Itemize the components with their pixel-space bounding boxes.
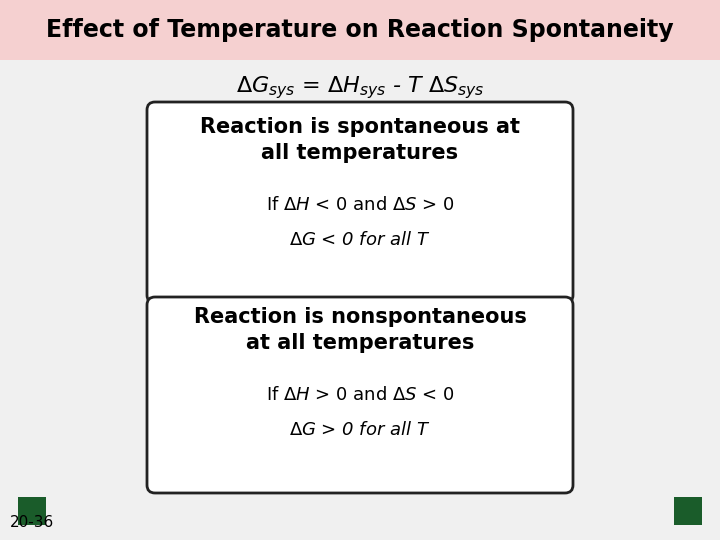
Text: Effect of Temperature on Reaction Spontaneity: Effect of Temperature on Reaction Sponta… — [46, 18, 674, 42]
Text: 20-36: 20-36 — [10, 515, 54, 530]
FancyBboxPatch shape — [674, 497, 702, 525]
FancyBboxPatch shape — [0, 0, 720, 60]
Text: $\Delta G$ < 0 for all $T$: $\Delta G$ < 0 for all $T$ — [289, 231, 431, 249]
Text: $\Delta G_{sys}$ = $\Delta H_{sys}$ - $T$ $\Delta S_{sys}$: $\Delta G_{sys}$ = $\Delta H_{sys}$ - $T… — [235, 75, 485, 102]
Text: $\Delta G$ > 0 for all $T$: $\Delta G$ > 0 for all $T$ — [289, 421, 431, 439]
Text: If $\Delta H$ > 0 and $\Delta S$ < 0: If $\Delta H$ > 0 and $\Delta S$ < 0 — [266, 386, 454, 404]
FancyBboxPatch shape — [18, 497, 46, 525]
Text: Reaction is nonspontaneous
at all temperatures: Reaction is nonspontaneous at all temper… — [194, 307, 526, 353]
Text: If $\Delta H$ < 0 and $\Delta S$ > 0: If $\Delta H$ < 0 and $\Delta S$ > 0 — [266, 196, 454, 214]
FancyBboxPatch shape — [147, 297, 573, 493]
FancyBboxPatch shape — [147, 102, 573, 303]
Text: Reaction is spontaneous at
all temperatures: Reaction is spontaneous at all temperatu… — [200, 117, 520, 163]
